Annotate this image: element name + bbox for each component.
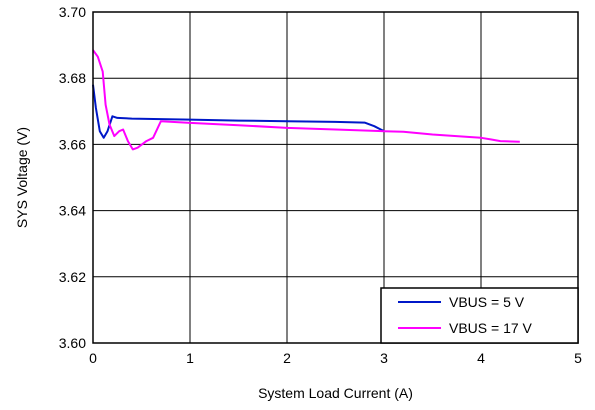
legend-box bbox=[380, 287, 579, 344]
y-tick-label: 3.62 bbox=[59, 269, 86, 285]
x-tick-label: 2 bbox=[283, 350, 291, 366]
y-tick-labels: 3.60 3.62 3.64 3.66 3.68 3.70 bbox=[59, 4, 86, 351]
x-tick-label: 1 bbox=[186, 350, 194, 366]
y-axis-label: SYS Voltage (V) bbox=[14, 127, 30, 228]
x-axis-label: System Load Current (A) bbox=[258, 385, 413, 401]
x-tick-label: 5 bbox=[574, 350, 582, 366]
series-lines bbox=[92, 49, 520, 151]
y-tick-label: 3.68 bbox=[59, 70, 86, 86]
y-tick-label: 3.70 bbox=[59, 4, 86, 20]
x-tick-labels: 0 1 2 3 4 5 bbox=[89, 350, 582, 366]
plot-frame bbox=[92, 11, 579, 344]
y-tick-label: 3.64 bbox=[59, 203, 86, 219]
x-tick-label: 3 bbox=[380, 350, 388, 366]
y-tick-label: 3.66 bbox=[59, 136, 86, 152]
x-tick-label: 0 bbox=[89, 350, 97, 366]
legend-label: VBUS = 5 V bbox=[449, 294, 525, 310]
series-line-1 bbox=[92, 84, 385, 139]
legend-label: VBUS = 17 V bbox=[449, 320, 533, 336]
x-tick-label: 4 bbox=[477, 350, 485, 366]
y-tick-label: 3.60 bbox=[59, 335, 86, 351]
series-line-2 bbox=[92, 49, 520, 151]
legend: VBUS = 5 V VBUS = 17 V bbox=[380, 287, 579, 344]
